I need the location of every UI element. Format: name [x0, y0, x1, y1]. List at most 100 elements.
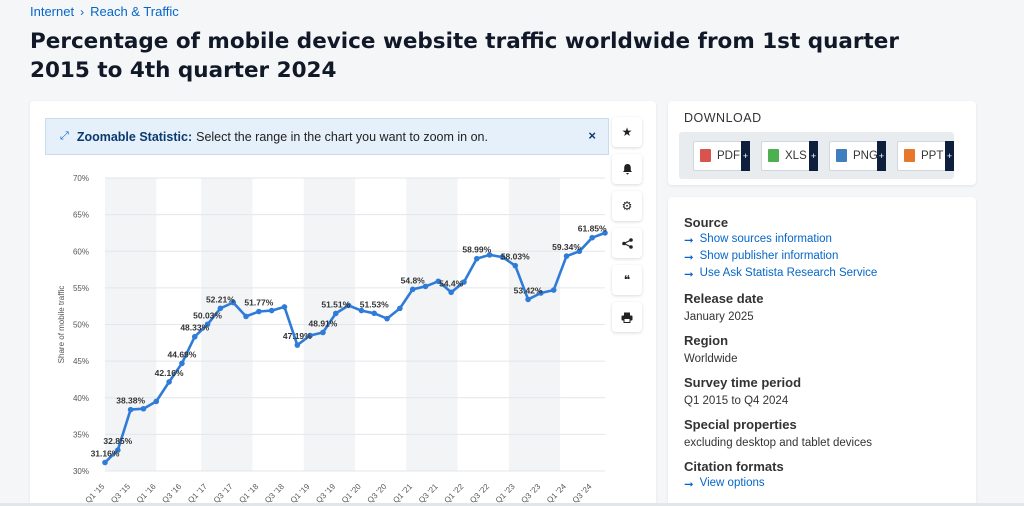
- download-title: DOWNLOAD: [684, 111, 762, 125]
- chart-data-point: [243, 313, 249, 320]
- chart-x-tick-label: Q1 '18: [237, 482, 260, 505]
- source-label: Source: [684, 215, 729, 230]
- chart-y-axis-title: Share of mobile traffic: [57, 286, 66, 364]
- chart-data-point: [576, 248, 583, 255]
- print-icon[interactable]: [612, 302, 642, 332]
- download-buttons: PDF + XLS + PNG + PPT +: [679, 132, 954, 179]
- chart-data-label: 59.34%: [552, 242, 581, 252]
- chart-x-tick-label: Q3 '21: [417, 482, 440, 505]
- chart-x-tick-label: Q3 '24: [571, 482, 594, 505]
- chart-data-point: [307, 332, 313, 339]
- chart-data-point: [448, 289, 454, 296]
- chart-y-tick-label: 55%: [73, 284, 89, 293]
- chart-data-point: [281, 304, 288, 310]
- show-sources-link[interactable]: ➞ Show sources information: [684, 233, 960, 247]
- special-properties-value: excluding desktop and tablet devices: [684, 437, 872, 449]
- chart-data-point: [256, 308, 262, 315]
- plus-icon[interactable]: +: [741, 140, 750, 171]
- chart-y-tick-label: 40%: [73, 394, 89, 403]
- bottom-divider: [0, 503, 1024, 506]
- chart-data-point: [602, 230, 608, 236]
- chart-x-tick-label: Q3 '22: [468, 482, 491, 505]
- breadcrumb-link-reach-traffic[interactable]: Reach & Traffic: [90, 4, 179, 19]
- chart-data-point: [230, 299, 237, 306]
- plus-icon[interactable]: +: [945, 140, 954, 171]
- chart-data-label: 51.53%: [360, 299, 389, 309]
- chart-x-tick-label: Q1 '16: [135, 482, 158, 505]
- chart-x-tick-label: Q1 '15: [84, 482, 107, 505]
- line-chart[interactable]: 30% 35% 40% 45% 50% 55% 60% 65% 70% Share of mobi…: [30, 165, 610, 505]
- chart-data-point: [371, 310, 378, 317]
- view-options-link[interactable]: ➞ View options: [684, 477, 960, 491]
- chart-data-point: [358, 307, 365, 314]
- download-card: DOWNLOAD PDF + XLS + PNG + PPT +: [668, 101, 976, 185]
- chart-y-tick-label: 60%: [73, 247, 89, 256]
- chart-data-point: [102, 459, 108, 466]
- citation-formats-label: Citation formats: [684, 459, 784, 474]
- star-icon[interactable]: ★: [612, 117, 642, 147]
- gear-icon[interactable]: ⚙: [612, 191, 642, 221]
- breadcrumb: Internet › Reach & Traffic: [30, 4, 179, 19]
- view-options-label: View options: [699, 477, 765, 489]
- close-icon[interactable]: ×: [588, 128, 596, 143]
- chart-data-point: [294, 342, 301, 348]
- chart-data-point: [127, 406, 134, 413]
- chart-y-tick-label: 65%: [73, 211, 89, 220]
- chart-data-point: [563, 253, 570, 259]
- plus-icon[interactable]: +: [877, 140, 886, 171]
- survey-period-label: Survey time period: [684, 375, 802, 390]
- download-xls-label: XLS: [785, 149, 807, 162]
- chart-data-point: [153, 398, 160, 405]
- chart-data-point: [166, 379, 172, 385]
- show-sources-label: Show sources information: [699, 233, 832, 245]
- breadcrumb-separator: ›: [80, 4, 85, 19]
- share-icon[interactable]: [612, 228, 642, 258]
- download-png-button[interactable]: PNG +: [829, 140, 886, 171]
- chart-data-label: 31.16%: [91, 449, 120, 459]
- chart-data-label: 48.33%: [180, 323, 209, 333]
- special-properties-label: Special properties: [684, 417, 797, 432]
- chart-x-tick-label: Q3 '15: [109, 482, 132, 505]
- chart-data-label: 51.77%: [244, 298, 273, 308]
- chart-data-point: [320, 329, 326, 336]
- plus-icon[interactable]: +: [809, 140, 818, 171]
- show-publisher-link[interactable]: ➞ Show publisher information: [684, 250, 960, 264]
- download-xls-button[interactable]: XLS +: [761, 140, 818, 171]
- chart-data-point: [486, 252, 493, 258]
- chart-data-point: [179, 360, 185, 367]
- pdf-file-icon: [700, 149, 711, 162]
- chart-data-label: 58.99%: [462, 245, 491, 255]
- zoom-icon: ⤢: [60, 130, 69, 142]
- chart-x-tick-label: Q1 '23: [494, 482, 517, 505]
- chart-data-point: [409, 286, 416, 293]
- download-pdf-button[interactable]: PDF +: [693, 140, 750, 171]
- breadcrumb-link-internet[interactable]: Internet: [30, 4, 75, 19]
- chart-x-tick-label: Q3 '18: [263, 482, 286, 505]
- chart-toolbar: ★ ⚙ ❝: [612, 117, 642, 339]
- chart-data-point: [332, 310, 339, 317]
- chart-y-tick-label: 50%: [73, 321, 89, 330]
- chart-data-label: 44.69%: [168, 349, 197, 359]
- chart-data-point: [115, 447, 121, 453]
- download-png-label: PNG: [853, 149, 878, 162]
- chart-data-label: 61.85%: [578, 224, 607, 234]
- research-service-link[interactable]: ➞ Use Ask Statista Research Service: [684, 267, 960, 281]
- chart-x-tick-label: Q1 '19: [289, 482, 312, 505]
- chart-data-point: [191, 333, 198, 340]
- chart-y-tick-label: 35%: [73, 430, 89, 439]
- chart-data-point: [140, 405, 147, 412]
- png-file-icon: [836, 149, 847, 162]
- bell-icon[interactable]: [612, 154, 642, 184]
- ppt-file-icon: [904, 149, 915, 162]
- chart-data-point: [435, 278, 442, 285]
- chart-data-label: 52.21%: [206, 294, 235, 304]
- download-ppt-button[interactable]: PPT +: [897, 140, 954, 171]
- metadata-card: Source ➞ Show sources information ➞ Show p…: [668, 197, 976, 506]
- zoom-banner-text: Select the range in the chart you want t…: [196, 129, 488, 144]
- download-ppt-label: PPT: [921, 149, 944, 162]
- chart-data-label: 42.16%: [155, 368, 184, 378]
- chart-y-tick-label: 30%: [73, 467, 89, 476]
- quote-icon[interactable]: ❝: [612, 265, 642, 295]
- chart-data-point: [512, 262, 519, 269]
- chart-x-tick-label: Q3 '17: [212, 482, 235, 505]
